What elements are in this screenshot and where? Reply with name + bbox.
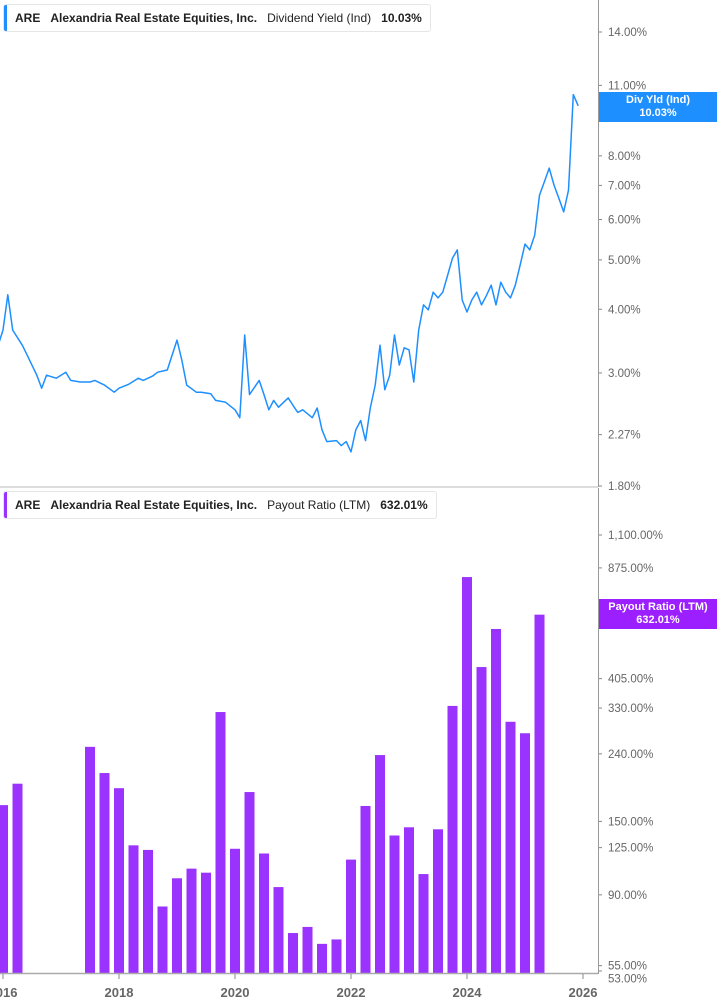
payout-bar: [331, 939, 342, 973]
payout-tick-label: 90.00%: [608, 890, 647, 902]
x-tick-label: 2024: [453, 985, 483, 1000]
yield-tick-label: 2.27%: [608, 430, 641, 442]
legend-ticker: ARE: [15, 11, 41, 25]
yield-tick-label: 8.00%: [608, 151, 641, 163]
payout-tick-label: 1,100.00%: [608, 530, 663, 542]
payout-tick-label: 53.00%: [608, 974, 647, 986]
payout-tick-label: 150.00%: [608, 816, 653, 828]
yield-tick-label: 5.00%: [608, 255, 641, 267]
payout-bar: [288, 933, 298, 973]
payout-bar: [273, 887, 284, 973]
payout-tick-label: 330.00%: [608, 703, 653, 715]
yield-tick-label: 4.00%: [608, 304, 641, 316]
payout-bar: [447, 705, 458, 973]
tag-value: 632.01%: [636, 614, 680, 626]
payout-bar: [346, 859, 356, 973]
payout-bars: [0, 577, 545, 973]
x-tick-label: 2026: [569, 985, 598, 1000]
legend-color-swatch: [4, 492, 7, 518]
legend-company: Alexandria Real Estate Equities, Inc.: [50, 11, 258, 25]
payout-last-value-tag: Payout Ratio (LTM) 632.01%: [599, 599, 717, 629]
payout-tick-label: 240.00%: [608, 749, 653, 761]
dividend-yield-line: [0, 93, 579, 453]
payout-bar: [114, 788, 124, 973]
legend-value: 10.03%: [381, 11, 422, 25]
tag-label: Payout Ratio (LTM): [608, 601, 708, 613]
x-tick-label: 2018: [105, 985, 134, 1000]
payout-bar: [375, 755, 385, 973]
payout-tick-label: 125.00%: [608, 843, 653, 855]
x-tick-label: 2016: [0, 985, 17, 1000]
yield-tick-label: 1.80%: [608, 481, 641, 493]
payout-bar: [520, 733, 530, 973]
payout-bar: [389, 835, 400, 973]
payout-bar: [462, 577, 472, 973]
payout-bar: [12, 783, 23, 973]
payout-tick-label: 875.00%: [608, 563, 653, 575]
payout-axis-ticks: 1,100.00% 875.00% 405.00% 330.00% 240.00% 150…: [598, 530, 663, 986]
payout-bar: [0, 805, 8, 973]
payout-bar: [259, 853, 269, 973]
yield-tick-label: 6.00%: [608, 215, 641, 227]
yield-last-value-tag: Div Yld (Ind) 10.03%: [599, 92, 717, 122]
legend-dividend-yield: ARE Alexandria Real Estate Equities, Inc…: [3, 4, 431, 32]
payout-bar: [505, 721, 516, 973]
payout-bar: [215, 712, 226, 973]
yield-tick-label: 3.00%: [608, 368, 641, 380]
payout-bar: [244, 792, 255, 973]
legend-color-swatch: [4, 5, 7, 31]
legend-payout-ratio: ARE Alexandria Real Estate Equities, Inc…: [3, 491, 437, 519]
payout-bar: [476, 667, 487, 973]
yield-tick-label: 14.00%: [608, 27, 647, 39]
yield-tick-label: 7.00%: [608, 180, 641, 192]
payout-bar: [157, 906, 168, 973]
yield-tick-label: 11.00%: [608, 80, 646, 92]
payout-bar: [230, 848, 240, 973]
payout-bar: [534, 614, 545, 973]
payout-tick-label: 55.00%: [608, 961, 647, 973]
payout-bar: [85, 746, 95, 973]
tag-value: 10.03%: [639, 107, 677, 119]
payout-tick-label: 405.00%: [608, 674, 653, 686]
payout-bar: [172, 878, 182, 973]
payout-bar: [302, 926, 313, 973]
payout-bar: [128, 845, 139, 973]
payout-bar: [404, 827, 414, 973]
payout-bar: [433, 829, 443, 973]
x-tick-label: 2020: [221, 985, 250, 1000]
x-tick-label: 2022: [337, 985, 366, 1000]
payout-bar: [491, 629, 501, 973]
legend-metric: Dividend Yield (Ind): [267, 11, 372, 25]
payout-bar: [99, 773, 110, 973]
legend-metric: Payout Ratio (LTM): [267, 498, 371, 512]
x-axis-ticks: 2016 2018 2020 2022 2024 2026: [0, 974, 597, 1000]
payout-bar: [201, 872, 211, 973]
payout-bar: [143, 849, 153, 973]
tag-label: Div Yld (Ind): [626, 94, 690, 106]
payout-bar: [317, 943, 327, 973]
payout-bar: [418, 874, 429, 973]
yield-axis-ticks: 14.00% 11.00% 8.00% 7.00% 6.00% 5.00% 4.00% 3.0…: [598, 27, 647, 493]
legend-company: Alexandria Real Estate Equities, Inc.: [50, 498, 258, 512]
payout-bar: [360, 805, 371, 973]
payout-bar: [186, 868, 197, 973]
legend-ticker: ARE: [15, 498, 41, 512]
legend-value: 632.01%: [380, 498, 428, 512]
